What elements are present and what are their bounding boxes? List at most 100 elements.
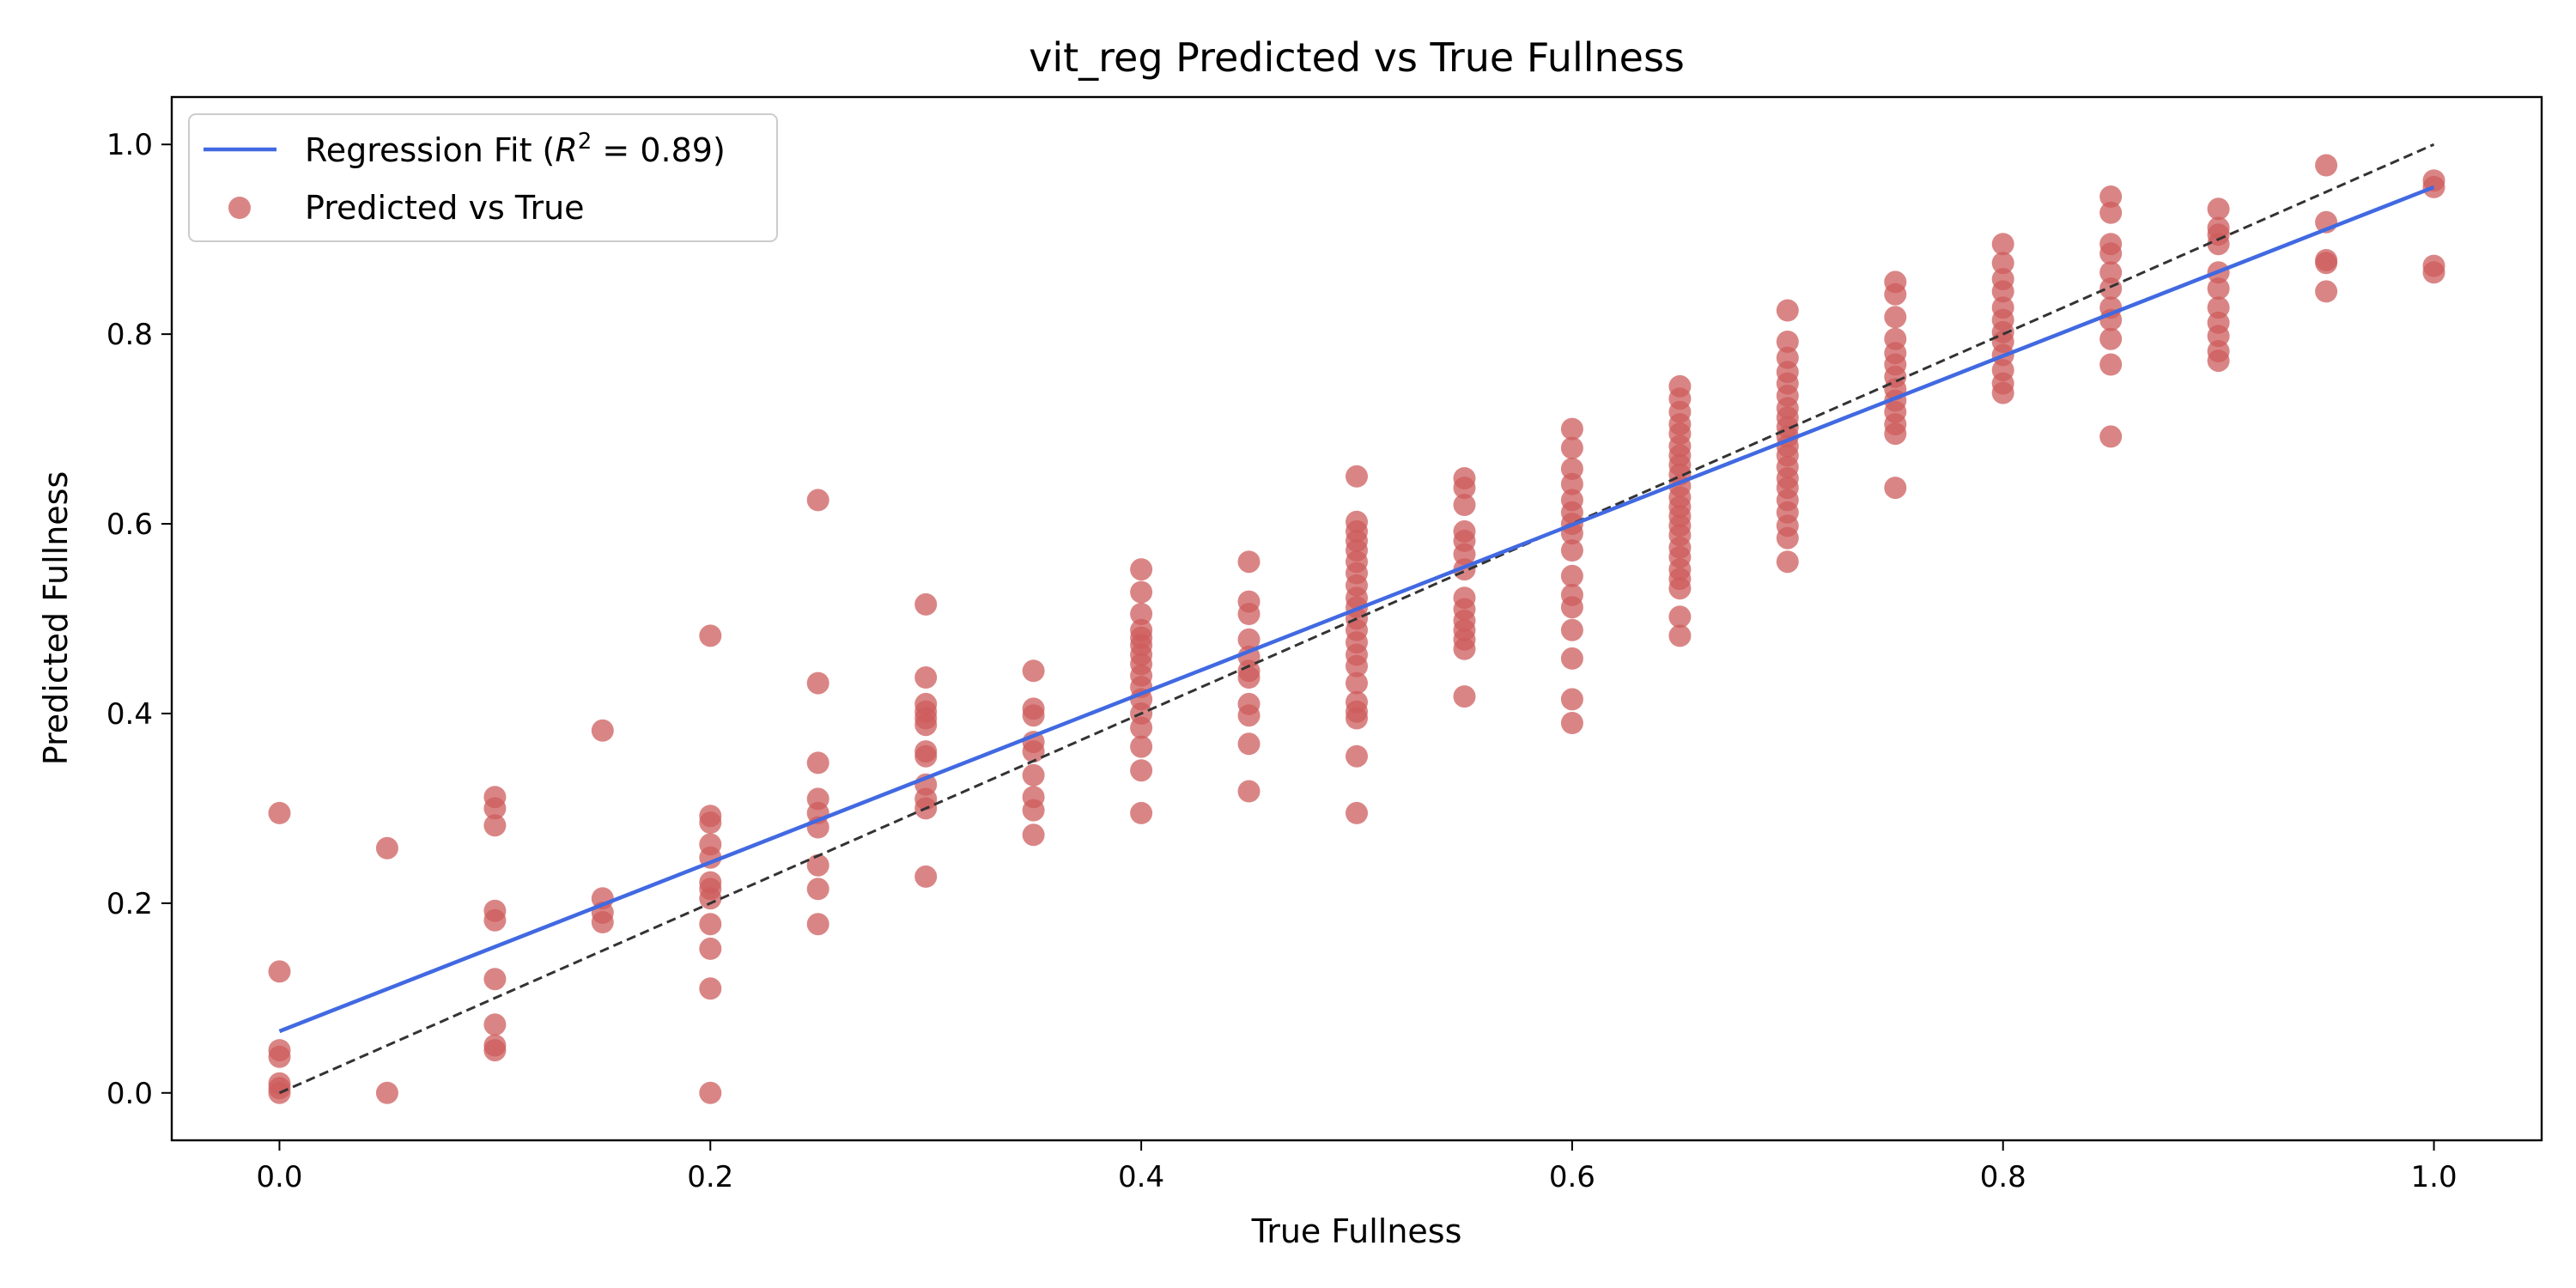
data-point [268, 1039, 291, 1062]
data-point [1022, 786, 1045, 809]
data-point [2099, 185, 2123, 208]
y-tick-label: 1.0 [106, 128, 153, 162]
data-point [1453, 494, 1476, 516]
data-point [699, 913, 722, 936]
data-point [806, 489, 829, 512]
x-tick-label: 1.0 [2411, 1160, 2458, 1194]
data-point [1130, 759, 1153, 782]
data-point [2315, 280, 2338, 303]
data-point [268, 801, 291, 824]
data-point [483, 1013, 507, 1036]
data-point [1022, 823, 1045, 847]
chart-title: vit_reg Predicted vs True Fullness [1029, 34, 1685, 81]
data-point [1130, 580, 1153, 604]
data-point [1560, 688, 1583, 711]
data-point [1130, 801, 1153, 824]
data-point [483, 814, 507, 837]
data-point [375, 1081, 398, 1104]
data-point [1453, 685, 1476, 708]
data-point [2315, 154, 2338, 177]
x-axis-label: True Fullness [1251, 1212, 1462, 1250]
data-point [1346, 744, 1368, 768]
data-point [2099, 353, 2123, 376]
legend-scatter-label: Predicted vs True [305, 189, 585, 227]
y-tick-label: 0.4 [106, 697, 153, 732]
data-point [1560, 564, 1583, 587]
data-point [1453, 467, 1476, 489]
axis-ticks: 0.0 0.2 0.4 0.6 0.8 1.0 0.0 0.2 0.4 0.6 0.8 1.0 [106, 128, 2458, 1194]
data-point [914, 666, 938, 689]
data-point [806, 751, 829, 775]
data-point [1991, 233, 2014, 256]
data-point [2315, 249, 2338, 271]
data-point [483, 899, 507, 922]
data-point [2207, 296, 2230, 319]
data-point [1668, 374, 1692, 398]
data-point [806, 787, 829, 811]
data-point [268, 1072, 291, 1095]
data-point [2207, 277, 2230, 301]
data-point [806, 878, 829, 901]
data-point [1237, 590, 1261, 613]
data-point [1560, 712, 1583, 734]
data-point [1453, 519, 1476, 543]
data-point [2207, 216, 2230, 240]
data-point [1237, 732, 1261, 756]
data-point [914, 865, 938, 888]
data-point [699, 937, 722, 960]
data-point [2422, 254, 2445, 277]
data-point [1453, 586, 1476, 610]
data-point [1884, 270, 1907, 294]
data-point [1022, 659, 1045, 683]
data-point [2422, 169, 2445, 192]
plot-area [268, 143, 2445, 1104]
x-tick-label: 0.6 [1549, 1160, 1595, 1194]
legend-fit-r: R [555, 131, 577, 169]
data-point [806, 854, 829, 877]
legend-fit-prefix: Regression Fit ( [305, 131, 555, 169]
data-point [699, 1081, 722, 1104]
legend-box [188, 113, 778, 242]
y-tick-label: 0.0 [106, 1077, 153, 1111]
data-point [1237, 692, 1261, 715]
data-point [2099, 201, 2123, 224]
data-point [268, 960, 291, 983]
data-point [1776, 550, 1799, 574]
legend-scatter-swatch [228, 197, 251, 219]
data-point [1237, 550, 1261, 574]
data-point [1884, 327, 1907, 350]
data-point [1884, 306, 1907, 329]
data-point [1668, 624, 1692, 647]
data-point [1346, 510, 1368, 533]
data-point [1346, 465, 1368, 488]
regression-fit-line [278, 185, 2435, 1034]
legend: Regression Fit (R2 = 0.89) Predicted vs … [188, 113, 778, 242]
data-point [1560, 583, 1583, 606]
data-point [1776, 299, 1799, 322]
data-point [806, 671, 829, 695]
data-point [1130, 558, 1153, 581]
data-point [1130, 618, 1153, 641]
data-point [2099, 425, 2123, 448]
data-point [2099, 261, 2123, 284]
data-point [1022, 763, 1045, 787]
data-point [483, 968, 507, 991]
data-point [914, 740, 938, 763]
data-point [1560, 489, 1583, 512]
data-point [1346, 690, 1368, 714]
data-point [1346, 671, 1368, 695]
data-point [1237, 780, 1261, 803]
data-point [1560, 436, 1583, 459]
axes-frame [170, 95, 2543, 1142]
data-point [914, 692, 938, 715]
data-point [699, 833, 722, 856]
data-point [1884, 477, 1907, 500]
data-point [1991, 252, 2014, 275]
data-point [1560, 539, 1583, 562]
data-point [699, 977, 722, 1000]
data-point [1130, 603, 1153, 625]
data-point [2207, 197, 2230, 221]
data-point [591, 719, 614, 742]
data-point [1668, 605, 1692, 629]
